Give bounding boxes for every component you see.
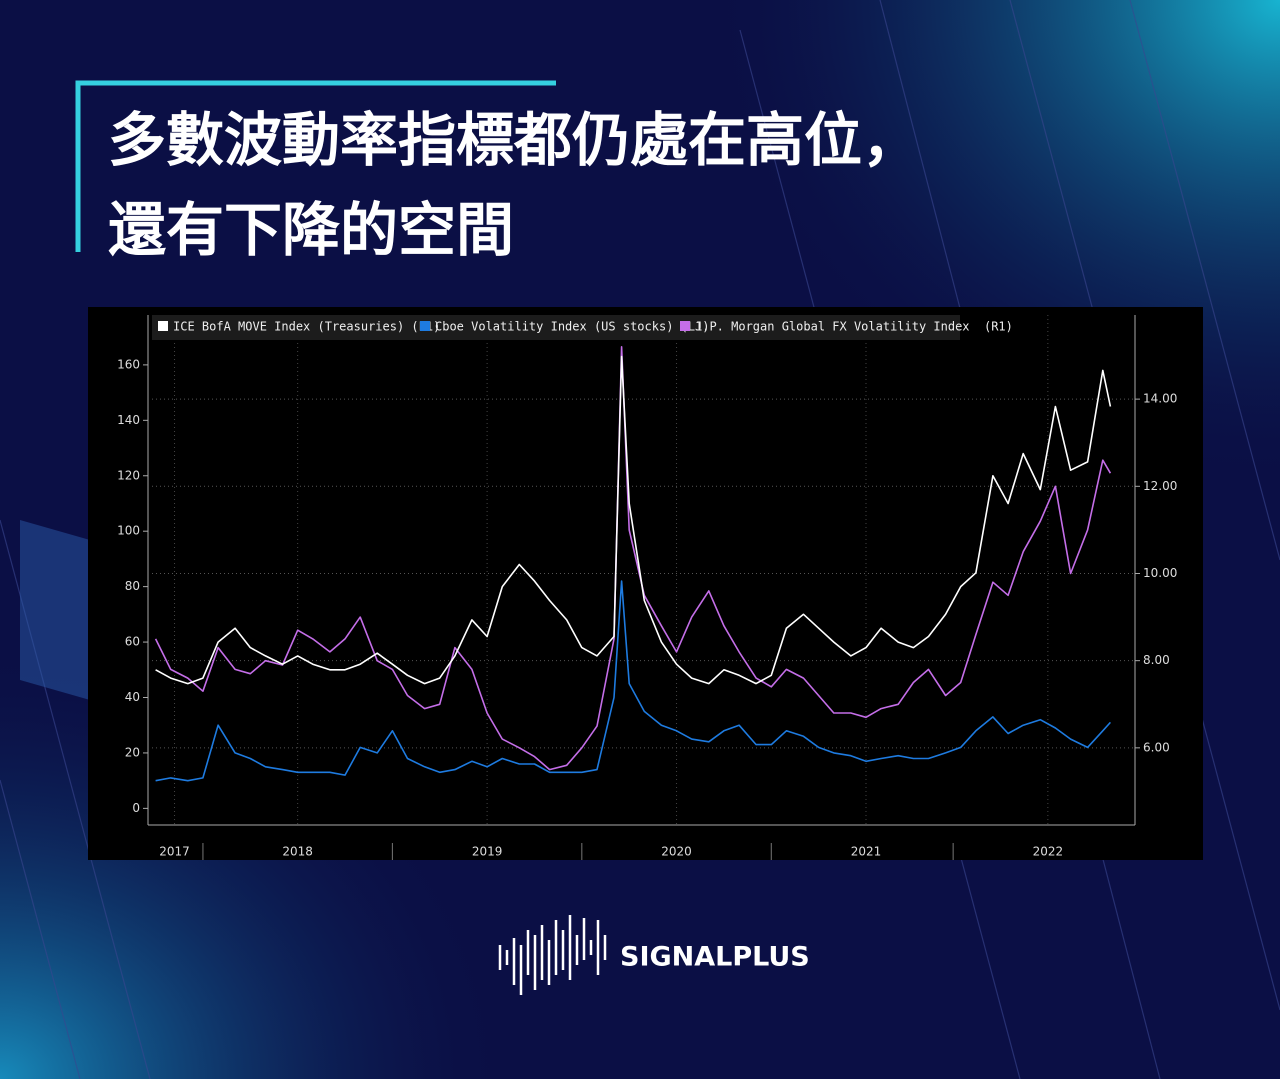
title-accent — [75, 80, 556, 252]
y-tick-label: 20 — [125, 745, 140, 759]
x-tick-label: 2019 — [472, 845, 503, 859]
x-tick-label: 2021 — [851, 845, 882, 859]
y2-tick-label: 10.00 — [1143, 566, 1177, 580]
legend-label: J.P. Morgan Global FX Volatility Index (… — [695, 320, 1013, 334]
chart: 0 20 40 60 80 100 120 140 160 6.00 8.00 10.00 12.00 1… — [117, 315, 1177, 860]
legend-swatch — [420, 321, 430, 331]
title: 還有下降的空間 — [108, 196, 514, 264]
y2-tick-label: 6.00 — [1143, 740, 1170, 754]
legend-box — [152, 315, 960, 340]
y-tick-label: 0 — [132, 801, 140, 815]
y-tick-label: 40 — [125, 690, 140, 704]
legend-swatch — [680, 321, 690, 331]
brand: SIGNALPLUS — [620, 942, 810, 973]
x-tick-label: 2018 — [282, 845, 313, 859]
series-line — [155, 355, 1112, 685]
title: 多數波動率指標都仍處在高位， — [108, 106, 920, 174]
y-tick-label: 80 — [125, 579, 140, 593]
legend-label: Cboe Volatility Index (US stocks) (L1) — [435, 320, 710, 334]
y-tick-label: 140 — [117, 413, 140, 427]
legend-swatch — [158, 321, 168, 331]
chart-panel — [88, 307, 1203, 860]
logo-icon — [498, 915, 607, 995]
x-tick-label: 2022 — [1033, 845, 1064, 859]
y-tick-label: 160 — [117, 357, 140, 371]
y-tick-label: 60 — [125, 635, 140, 649]
series-line — [154, 346, 1112, 771]
series-line — [155, 580, 1111, 782]
legend-label: ICE BofA MOVE Index (Treasuries) (L1) — [173, 320, 440, 334]
decor-shape — [20, 520, 90, 700]
y-tick-label: 120 — [117, 468, 140, 482]
x-tick-label: 2017 — [159, 845, 190, 859]
y2-tick-label: 12.00 — [1143, 479, 1177, 493]
y2-tick-label: 14.00 — [1143, 392, 1177, 406]
y2-tick-label: 8.00 — [1143, 653, 1170, 667]
y-tick-label: 100 — [117, 524, 140, 538]
x-tick-label: 2020 — [661, 845, 692, 859]
